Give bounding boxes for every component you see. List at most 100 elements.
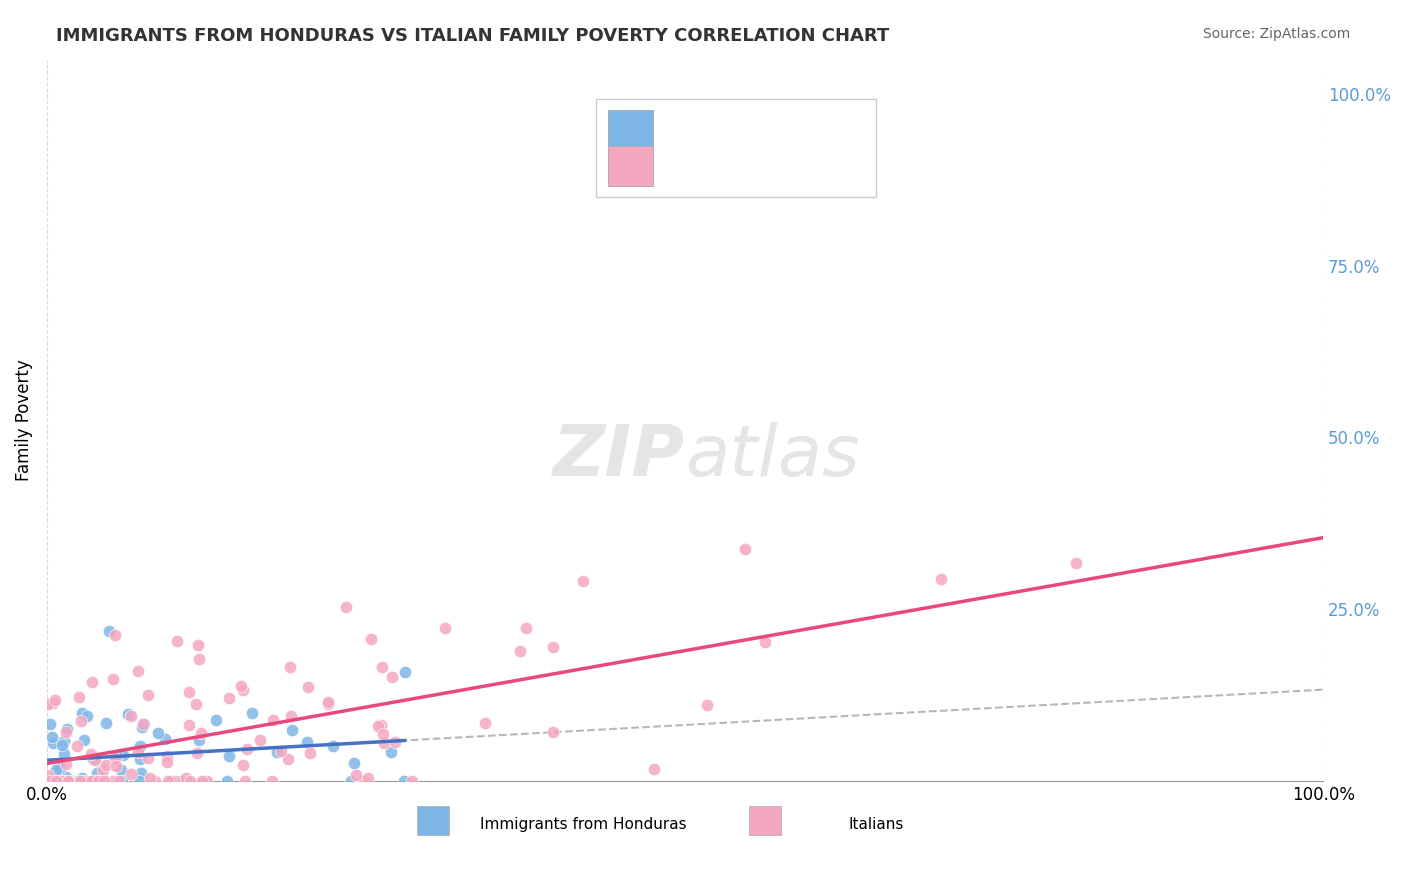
Point [156, 748, 179, 763]
Point [110, 764, 132, 778]
Point [82, 752, 104, 766]
Point [93, 773, 115, 788]
Point [94, 758, 117, 772]
Point [45, 773, 67, 788]
Point [105, 759, 128, 773]
Point [120, 766, 142, 780]
Point [280, 709, 302, 723]
Point [117, 707, 139, 722]
Point [367, 719, 389, 733]
Point [281, 723, 304, 738]
Point [392, 773, 415, 788]
Point [754, 635, 776, 649]
Point [70, 773, 93, 788]
Point [89, 773, 111, 788]
Point [394, 665, 416, 679]
Point [165, 773, 187, 788]
Point [49, 761, 72, 775]
Point [295, 734, 318, 748]
Point [360, 632, 382, 647]
Point [344, 768, 367, 782]
Point [129, 765, 152, 780]
Point [45, 764, 67, 778]
Point [67, 773, 90, 788]
Text: 0.412: 0.412 [704, 120, 756, 137]
Point [132, 717, 155, 731]
Point [70, 771, 93, 785]
Point [103, 750, 125, 764]
Point [474, 715, 496, 730]
Text: Source: ZipAtlas.com: Source: ZipAtlas.com [1202, 27, 1350, 41]
Point [401, 773, 423, 788]
Point [127, 664, 149, 678]
Point [55, 773, 77, 788]
Point [153, 732, 176, 747]
Point [73, 773, 96, 788]
Point [82, 674, 104, 689]
Point [298, 746, 321, 760]
Text: Immigrants from Honduras: Immigrants from Honduras [479, 817, 686, 831]
Point [266, 745, 288, 759]
Point [335, 599, 357, 614]
Point [188, 732, 211, 747]
Point [103, 773, 125, 788]
Point [66, 773, 89, 788]
Point [145, 773, 167, 788]
Point [1064, 557, 1087, 571]
Point [188, 652, 211, 666]
Point [42, 697, 65, 711]
Point [111, 748, 134, 763]
Point [696, 698, 718, 712]
Point [128, 773, 150, 788]
Point [53, 734, 76, 748]
FancyBboxPatch shape [609, 146, 654, 186]
Point [218, 690, 240, 705]
Text: R =: R = [666, 155, 702, 173]
Point [316, 696, 339, 710]
Point [357, 771, 380, 785]
Point [120, 709, 142, 723]
Point [105, 748, 128, 763]
Point [53, 747, 76, 761]
Point [37, 768, 59, 782]
Point [42, 736, 65, 750]
Point [734, 542, 756, 557]
Point [186, 697, 208, 711]
Point [73, 732, 96, 747]
Point [162, 773, 184, 788]
Point [83, 773, 105, 788]
Point [541, 725, 564, 739]
Point [60, 773, 83, 788]
Point [111, 773, 134, 788]
Point [509, 643, 531, 657]
Point [643, 762, 665, 776]
Point [370, 718, 392, 732]
Point [160, 773, 183, 788]
Point [179, 773, 201, 788]
Point [79, 773, 101, 788]
Text: 63: 63 [813, 120, 835, 137]
Point [86, 765, 108, 780]
Point [45, 773, 67, 788]
Point [179, 684, 201, 698]
Point [41, 730, 63, 744]
Point [39, 716, 62, 731]
Point [55, 770, 77, 784]
Point [37, 697, 59, 711]
Point [132, 716, 155, 731]
Point [179, 718, 201, 732]
Text: 0.628: 0.628 [704, 155, 756, 173]
Point [260, 773, 283, 788]
Point [69, 773, 91, 788]
FancyBboxPatch shape [418, 806, 449, 835]
Point [204, 714, 226, 728]
Point [170, 773, 193, 788]
Text: Italians: Italians [849, 817, 904, 831]
Point [156, 756, 179, 770]
Point [138, 750, 160, 764]
Point [104, 628, 127, 642]
Point [86, 773, 108, 788]
Text: N =: N = [775, 120, 811, 137]
FancyBboxPatch shape [749, 806, 780, 835]
Point [380, 745, 402, 759]
